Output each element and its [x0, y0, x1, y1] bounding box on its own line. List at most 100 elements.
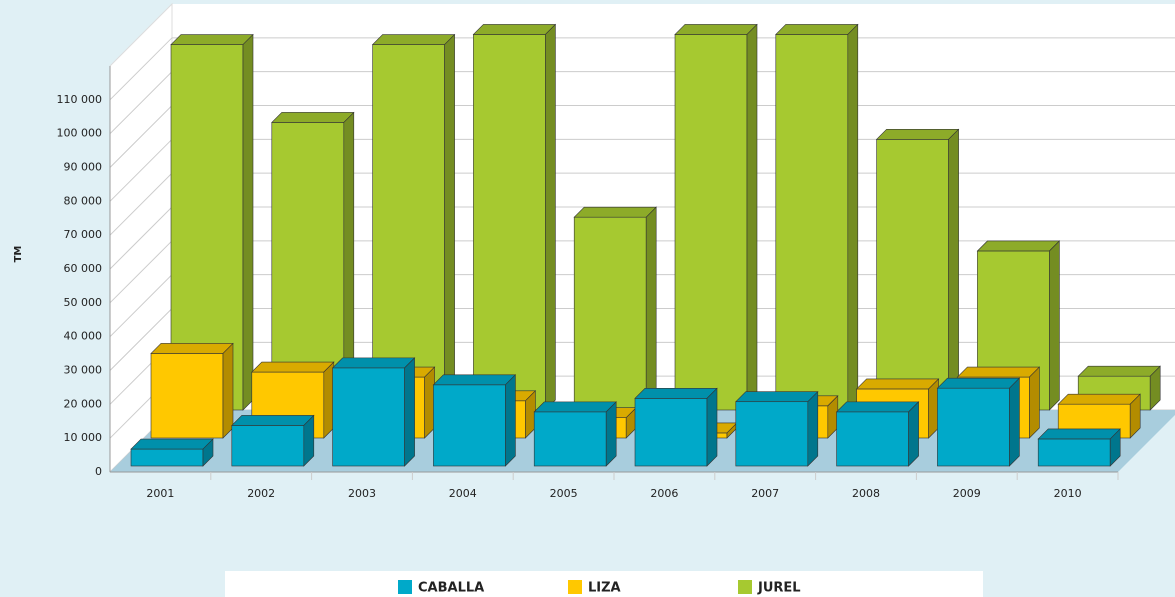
bar — [533, 401, 617, 467]
bar-top — [251, 361, 335, 373]
bar-side — [928, 378, 939, 439]
bar-front — [1037, 438, 1111, 467]
legend-swatch — [738, 580, 752, 594]
bar-top — [472, 24, 557, 35]
bar-side — [847, 23, 859, 411]
bar — [231, 414, 315, 467]
x-tick-label: 2006 — [650, 487, 678, 500]
bar-side — [303, 414, 315, 467]
bar-top — [573, 206, 657, 218]
bar-front — [231, 425, 305, 467]
bar — [472, 23, 557, 411]
bar-top — [331, 357, 416, 369]
bar-front — [775, 34, 849, 411]
x-tick-label: 2001 — [146, 487, 174, 500]
bar — [835, 401, 920, 467]
bar-top — [634, 388, 718, 399]
y-tick-label: 110 000 — [57, 93, 103, 106]
bar-side — [505, 374, 516, 467]
bar-top — [875, 129, 960, 140]
bar-top — [775, 24, 859, 35]
y-axis-label: TM — [13, 246, 24, 263]
legend-label: LIZA — [588, 581, 621, 596]
bar — [735, 390, 819, 467]
bar — [775, 23, 859, 411]
bar-front — [533, 411, 607, 467]
x-tick-label: 2005 — [550, 487, 578, 500]
y-tick-label: 40 000 — [64, 330, 103, 343]
x-tick-label: 2008 — [852, 487, 880, 500]
bar-top — [735, 391, 819, 403]
bar — [674, 23, 758, 411]
bar-side — [222, 342, 234, 439]
bar — [1037, 428, 1121, 467]
legend-label: JUREL — [757, 581, 801, 596]
bar-top — [1057, 393, 1141, 405]
bar-top — [976, 240, 1061, 252]
bar-front — [674, 34, 748, 411]
bar — [573, 206, 657, 411]
y-tick-label: 60 000 — [64, 262, 103, 275]
x-tick-label: 2004 — [449, 487, 477, 500]
bar-side — [242, 33, 254, 411]
bar-top — [1077, 365, 1161, 377]
bar-side — [323, 361, 335, 439]
x-tick-label: 2009 — [953, 487, 981, 500]
bar-front — [433, 384, 506, 467]
bar-side — [545, 23, 556, 411]
bar — [936, 377, 1021, 467]
bar-front — [150, 353, 224, 439]
x-tick-label: 2010 — [1054, 487, 1082, 500]
bar-side — [1009, 377, 1020, 467]
y-tick-label: 100 000 — [57, 127, 103, 140]
bar-top — [956, 366, 1041, 378]
bar-side — [605, 401, 617, 467]
legend-label: CABALLA — [418, 581, 484, 596]
bar-side — [908, 401, 919, 467]
bar — [634, 387, 718, 467]
legend-swatch — [568, 580, 582, 594]
y-tick-label: 20 000 — [64, 397, 103, 410]
bar-top — [150, 343, 234, 354]
bar-side — [1049, 240, 1060, 411]
bar-front — [372, 44, 445, 411]
bar-side — [948, 128, 959, 411]
legend-box — [225, 571, 983, 597]
bar-front — [937, 387, 1010, 467]
bar-top — [231, 415, 315, 426]
bar-side — [1129, 393, 1141, 439]
bar-top — [371, 34, 456, 45]
bar-top — [1037, 428, 1121, 440]
bar-side — [645, 206, 657, 411]
y-tick-label: 0 — [95, 465, 102, 478]
y-tick-label: 90 000 — [64, 161, 103, 174]
bar-side — [444, 33, 455, 411]
bar — [150, 342, 234, 439]
y-tick-label: 10 000 — [64, 431, 103, 444]
bar-top — [936, 377, 1021, 389]
bar — [130, 438, 214, 467]
bar-top — [674, 24, 758, 35]
bar-top — [271, 112, 355, 123]
bar-front — [473, 34, 546, 411]
x-tick-label: 2002 — [247, 487, 275, 500]
bar-side — [404, 357, 415, 467]
bar-side — [746, 23, 758, 411]
bar-front — [876, 139, 949, 411]
bar-side — [1149, 365, 1161, 411]
bar-side — [1109, 428, 1121, 467]
y-tick-label: 50 000 — [64, 296, 103, 309]
x-tick-label: 2003 — [348, 487, 376, 500]
bar-side — [706, 387, 718, 467]
bar-side — [807, 390, 819, 467]
bar-front — [836, 411, 909, 467]
bar — [432, 374, 517, 467]
bar-top — [835, 401, 920, 413]
bar — [875, 128, 960, 411]
y-tick-label: 30 000 — [64, 364, 103, 377]
bar-top — [130, 438, 214, 450]
bar — [371, 33, 456, 411]
bar-front — [634, 398, 708, 467]
